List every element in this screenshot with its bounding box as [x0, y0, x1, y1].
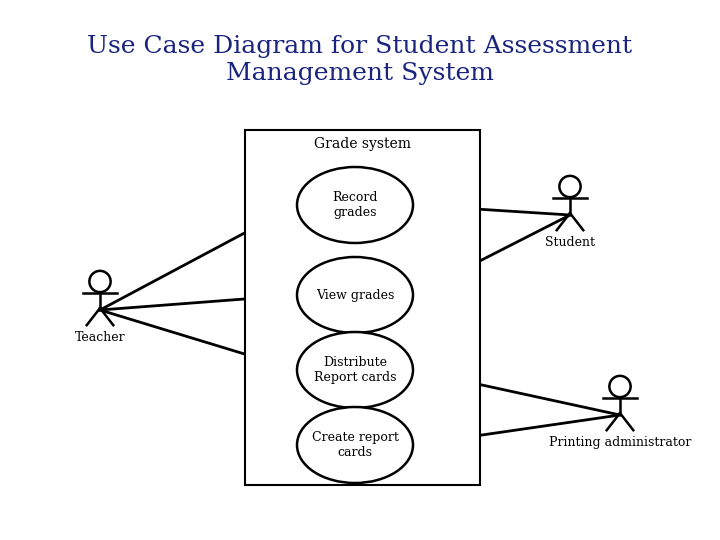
Text: Management System: Management System	[226, 62, 494, 85]
Ellipse shape	[297, 257, 413, 333]
Text: Use Case Diagram for Student Assessment: Use Case Diagram for Student Assessment	[87, 35, 633, 58]
Text: Teacher: Teacher	[75, 331, 125, 344]
Ellipse shape	[297, 167, 413, 243]
Text: Grade system: Grade system	[314, 137, 411, 151]
Ellipse shape	[297, 332, 413, 408]
Ellipse shape	[297, 407, 413, 483]
Text: Distribute
Report cards: Distribute Report cards	[314, 356, 396, 384]
Bar	[245, 130, 480, 485]
Text: Student: Student	[545, 236, 595, 249]
Text: Printing administrator: Printing administrator	[549, 436, 691, 449]
Text: Record
grades: Record grades	[332, 191, 378, 219]
Text: Create report
cards: Create report cards	[312, 431, 398, 459]
Text: View grades: View grades	[316, 288, 394, 301]
